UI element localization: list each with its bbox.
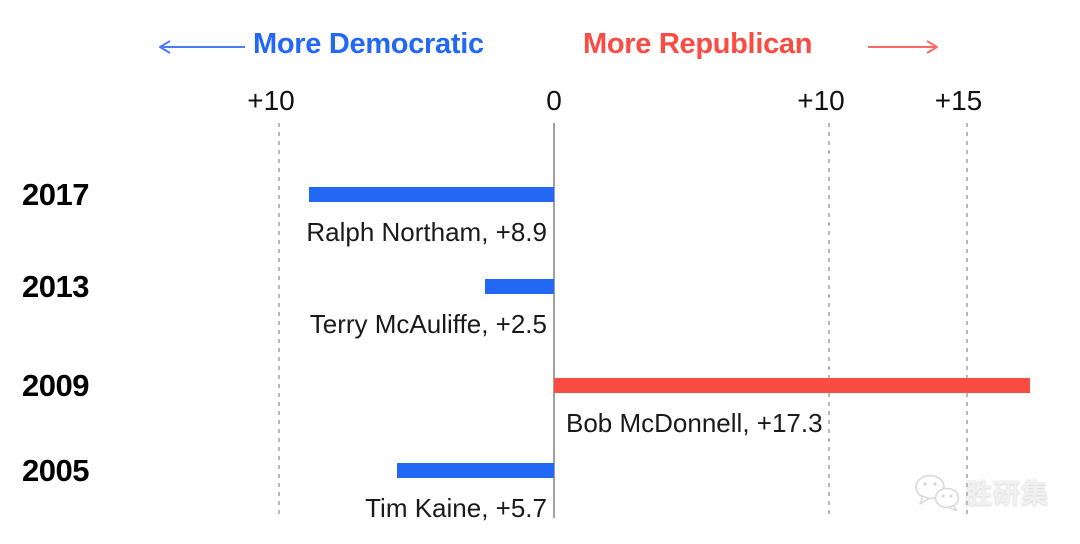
bar-value-label: Ralph Northam, +8.9: [306, 217, 547, 247]
watermark-text: 胜研集: [965, 479, 1049, 509]
axis-tick-label: +10: [797, 85, 845, 116]
right-arrow-icon: [868, 40, 938, 54]
democratic-bar: [485, 279, 554, 294]
axis-tick-label: +10: [247, 85, 295, 116]
republican-bar: [554, 378, 1030, 393]
gridline: [828, 123, 830, 518]
gridline: [278, 123, 280, 518]
wechat-icon: [915, 474, 960, 511]
watermark: 胜研集: [913, 472, 1049, 511]
democratic-bar: [309, 187, 554, 202]
zero-axis-line: [553, 123, 555, 518]
year-label: 2009: [22, 368, 89, 403]
bar-value-label: Terry McAuliffe, +2.5: [309, 309, 547, 339]
year-label: 2013: [22, 269, 89, 304]
legend-more-democratic: More Democratic: [253, 28, 484, 60]
year-label: 2017: [22, 177, 89, 212]
axis-tick-label: 0: [546, 85, 562, 116]
gridline: [965, 123, 968, 518]
bar-value-label: Bob McDonnell, +17.3: [566, 408, 823, 438]
bar-value-label: Tim Kaine, +5.7: [365, 493, 547, 523]
democratic-bar: [397, 463, 554, 478]
left-arrow-icon: [159, 40, 245, 54]
year-label: 2005: [22, 453, 89, 488]
axis-tick-label: +15: [934, 85, 983, 116]
legend-more-republican: More Republican: [583, 28, 813, 60]
